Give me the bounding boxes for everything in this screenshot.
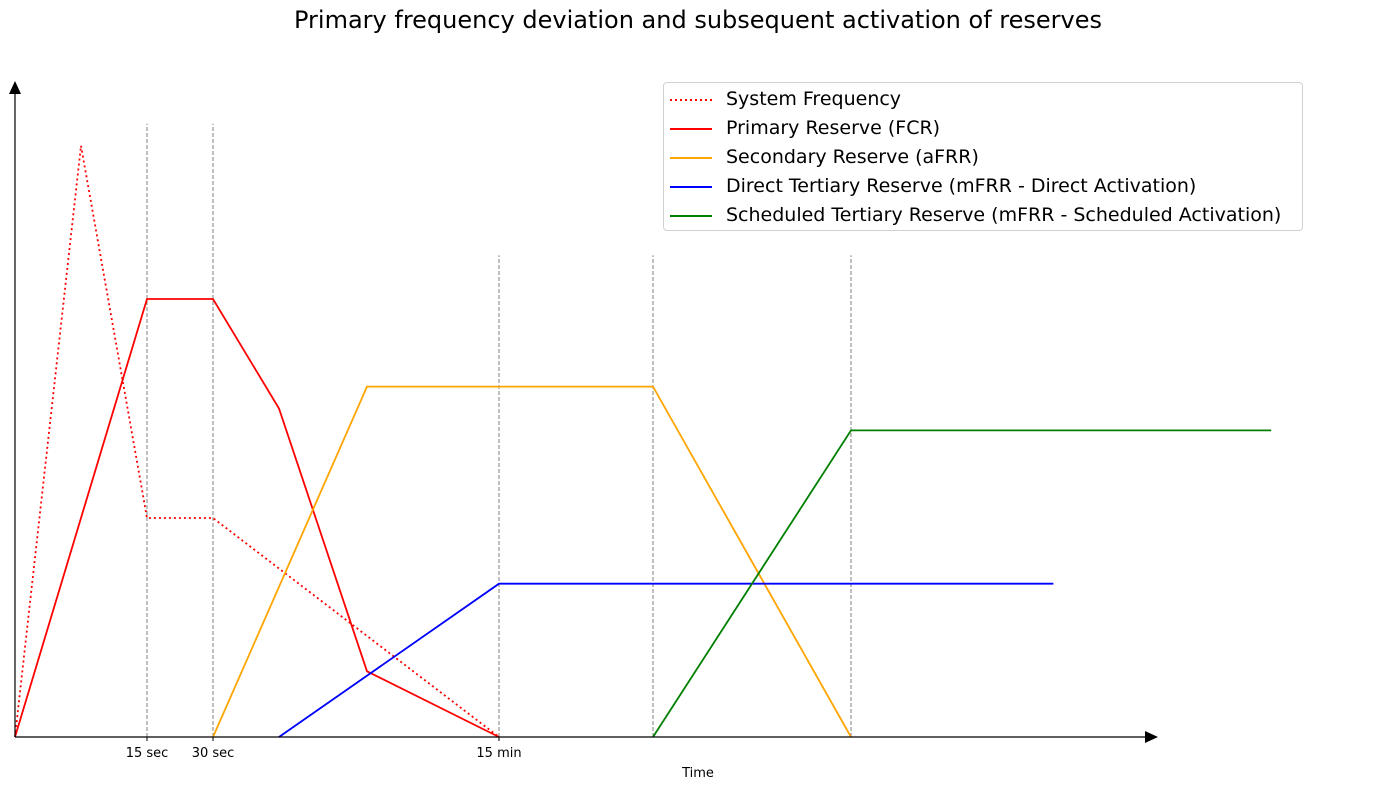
legend-swatch bbox=[670, 157, 712, 159]
axes bbox=[9, 81, 1158, 743]
legend-label: Direct Tertiary Reserve (mFRR - Direct A… bbox=[726, 175, 1197, 197]
legend-item-scheduled-tertiary-reserve-mfrr-scheduled-activation: Scheduled Tertiary Reserve (mFRR - Sched… bbox=[664, 201, 1302, 230]
y-axis-arrow bbox=[9, 81, 21, 94]
x-tick-label-30-sec: 30 sec bbox=[192, 746, 235, 761]
x-axis-arrow bbox=[1145, 731, 1158, 743]
chart-title: Primary frequency deviation and subseque… bbox=[294, 6, 1102, 34]
legend: System Frequency Primary Reserve (FCR) Sec… bbox=[663, 82, 1303, 231]
legend-swatch bbox=[670, 215, 712, 217]
legend-label: System Frequency bbox=[726, 88, 902, 110]
legend-item-direct-tertiary-reserve-mfrr-direct-activation: Direct Tertiary Reserve (mFRR - Direct A… bbox=[664, 172, 1302, 201]
legend-label: Scheduled Tertiary Reserve (mFRR - Sched… bbox=[726, 204, 1282, 226]
legend-swatch bbox=[670, 128, 712, 130]
series-lines bbox=[14, 145, 1272, 738]
x-tick-label-15-min: 15 min bbox=[476, 746, 521, 761]
x-tick-labels: 15 sec 30 sec 15 min bbox=[126, 737, 522, 761]
legend-swatch bbox=[670, 186, 712, 188]
legend-label: Secondary Reserve (aFRR) bbox=[726, 146, 979, 168]
series-scheduled-tertiary-reserve-mfrr-scheduled-activation bbox=[652, 429, 1272, 738]
series-primary-reserve-fcr bbox=[14, 298, 500, 738]
legend-label: Primary Reserve (FCR) bbox=[726, 117, 941, 139]
series-direct-tertiary-reserve-mfrr-direct-activation bbox=[278, 582, 1054, 738]
vertical-reference-lines bbox=[146, 123, 852, 737]
x-axis-label: Time bbox=[681, 766, 714, 781]
series-secondary-reserve-afrr bbox=[212, 385, 852, 738]
series-system-frequency bbox=[14, 145, 500, 738]
x-tick-label-15-sec: 15 sec bbox=[126, 746, 169, 761]
legend-item-primary-reserve-fcr: Primary Reserve (FCR) bbox=[664, 114, 1302, 143]
legend-item-system-frequency: System Frequency bbox=[664, 85, 1302, 114]
legend-swatch bbox=[670, 99, 712, 101]
legend-item-secondary-reserve-afrr: Secondary Reserve (aFRR) bbox=[664, 143, 1302, 172]
